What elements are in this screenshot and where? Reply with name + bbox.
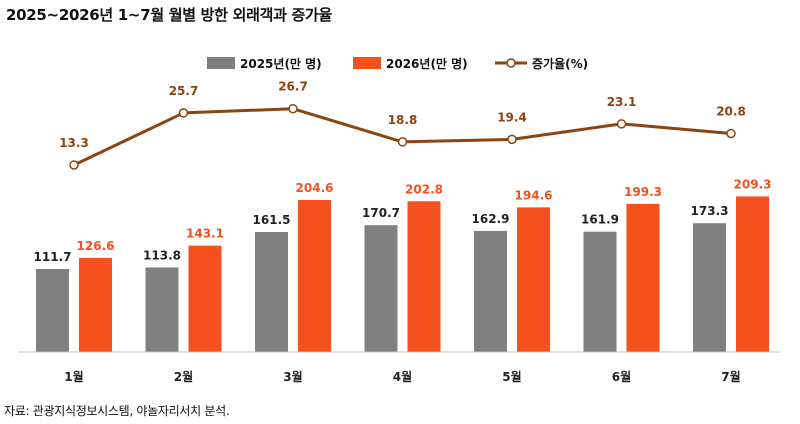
x-axis: 1월 2월 3월 4월 5월 6월 7월 — [18, 351, 780, 384]
bars — [36, 196, 769, 352]
legend-label-2025: 2025년(만 명) — [240, 56, 322, 71]
data-label-rate: 13.3 — [59, 136, 89, 150]
bar-2026 — [79, 257, 112, 352]
rate-line — [69, 103, 736, 170]
x-tick-label: 4월 — [393, 369, 412, 384]
rate-point — [288, 103, 298, 114]
bar-2026 — [188, 245, 222, 352]
data-label-2025: 113.8 — [143, 248, 181, 262]
bar-2025 — [145, 267, 179, 352]
legend: 2025년(만 명) 2026년(만 명) 증가율(%) — [207, 56, 588, 71]
legend-swatch-2026 — [353, 57, 381, 69]
legend-swatch-2025 — [207, 57, 235, 69]
data-label-rate: 19.4 — [497, 110, 527, 124]
data-label-2026: 126.6 — [77, 239, 115, 253]
bar-2026 — [736, 196, 769, 352]
rate-point — [726, 128, 736, 139]
data-label-2025: 111.7 — [34, 250, 72, 264]
bar-2025 — [364, 225, 398, 352]
data-label-2025: 170.7 — [362, 206, 400, 220]
x-tick-label: 2월 — [174, 369, 193, 384]
bar-2025 — [583, 231, 617, 352]
legend-label-2026: 2026년(만 명) — [386, 56, 468, 71]
bar-2025 — [255, 231, 288, 352]
legend-marker-rate — [506, 58, 516, 68]
x-tick-label: 5월 — [502, 369, 521, 384]
bar-2025 — [36, 268, 69, 352]
chart-title: 2025~2026년 1~7월 월별 방한 외래객과 증가율 — [6, 6, 333, 24]
data-label-rate: 25.7 — [169, 84, 199, 98]
data-label-2026: 204.6 — [296, 181, 334, 195]
source-note: 자료: 관광지식정보시스템, 야놀자리서치 분석. — [4, 404, 230, 418]
x-tick-label: 1월 — [64, 369, 83, 384]
data-label-2025: 161.9 — [581, 213, 619, 227]
legend-label-rate: 증가율(%) — [532, 56, 588, 71]
bar-2025 — [693, 223, 726, 352]
bar-2026 — [517, 207, 550, 352]
rate-point — [616, 119, 627, 129]
data-label-2026: 143.1 — [186, 227, 224, 241]
x-tick-label: 6월 — [612, 369, 631, 384]
data-label-rate: 18.8 — [388, 113, 418, 127]
rate-point — [69, 160, 79, 170]
rate-point — [178, 108, 189, 118]
bar-2025 — [474, 230, 507, 352]
data-labels: 111.7 126.6 113.8 143.1 161.5 204.6 170.7 202.8… — [34, 80, 772, 264]
bar-2026 — [298, 199, 331, 352]
data-label-2026: 194.6 — [515, 188, 553, 202]
bar-2026 — [626, 203, 660, 352]
data-label-2025: 162.9 — [472, 212, 510, 226]
data-label-rate: 26.7 — [278, 80, 308, 94]
data-label-2026: 209.3 — [734, 177, 772, 191]
x-tick-label: 7월 — [721, 369, 740, 384]
data-label-2025: 161.5 — [253, 213, 291, 227]
data-label-rate: 23.1 — [607, 95, 637, 109]
rate-point — [397, 137, 408, 147]
data-label-2026: 202.8 — [405, 182, 443, 196]
data-label-rate: 20.8 — [716, 105, 746, 119]
bar-2026 — [407, 201, 441, 352]
data-label-2025: 173.3 — [691, 204, 729, 218]
rate-point — [507, 134, 517, 145]
data-label-2026: 199.3 — [624, 185, 662, 199]
x-tick-label: 3월 — [283, 369, 302, 384]
